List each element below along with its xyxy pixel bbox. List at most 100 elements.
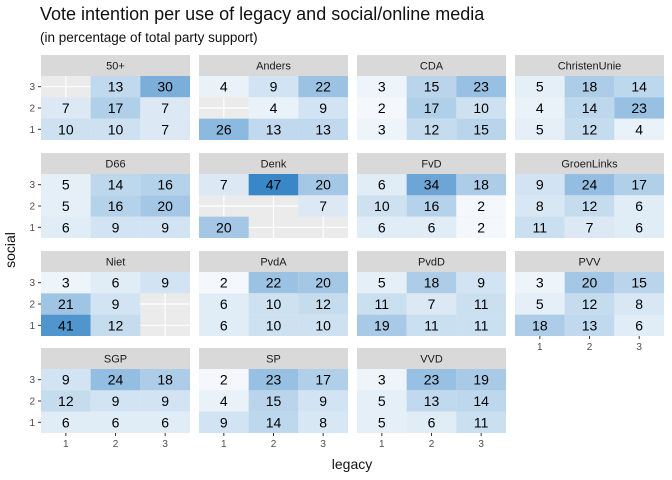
cell-value-label: 6	[635, 317, 643, 333]
cell-value-label: 9	[319, 100, 327, 116]
heatmap-cell	[248, 390, 299, 412]
cell-value-label: 3	[378, 79, 386, 95]
cell-value-label: 12	[58, 393, 74, 409]
heatmap-cell	[199, 314, 249, 336]
heatmap-cell	[90, 314, 141, 336]
heatmap-cell	[357, 97, 407, 119]
heatmap-cell	[515, 76, 565, 98]
y-tick-label: 2	[29, 397, 35, 408]
facet-strip	[357, 251, 506, 272]
heatmap-cell	[456, 390, 506, 412]
facet-strip	[41, 251, 190, 272]
heatmap-cell	[357, 293, 407, 315]
cell-value-label: 9	[270, 79, 278, 95]
facet-strip-label: FvD	[421, 159, 441, 171]
heatmap-cell	[90, 118, 141, 140]
heatmap-cell	[564, 195, 615, 217]
facet-strip-label: VVD	[420, 354, 443, 366]
cell-value-label: 4	[270, 100, 278, 116]
y-tick-label: 1	[29, 418, 35, 429]
cell-value-label: 22	[315, 79, 331, 95]
heatmap-cell	[406, 411, 457, 433]
cell-value-label: 5	[378, 393, 386, 409]
facet-strip-label: CDA	[420, 61, 444, 73]
cell-value-label: 4	[220, 393, 228, 409]
heatmap-cell	[41, 293, 91, 315]
heatmap-cell	[357, 411, 407, 433]
cell-value-label: 16	[108, 198, 124, 214]
heatmap-cell	[41, 174, 91, 196]
heatmap-cell	[41, 118, 91, 140]
cell-value-label: 9	[319, 393, 327, 409]
heatmap-cell	[248, 272, 299, 294]
heatmap-cell	[614, 216, 664, 238]
heatmap-cell	[248, 293, 299, 315]
cell-value-label: 5	[378, 275, 386, 291]
heatmap-cell	[515, 97, 565, 119]
heatmap-cell	[564, 314, 615, 336]
y-tick-label: 1	[29, 223, 35, 234]
facet-strip	[357, 348, 506, 369]
heatmap-cell	[90, 369, 141, 391]
facet-strip-label: PVV	[578, 257, 601, 269]
x-tick-label: 1	[379, 439, 385, 450]
cell-value-label: 5	[378, 414, 386, 430]
cell-value-label: 9	[112, 219, 120, 235]
heatmap-cell	[140, 216, 190, 238]
cell-value-label: 22	[266, 275, 282, 291]
cell-value-label: 6	[378, 177, 386, 193]
facet-strip-label: GroenLinks	[561, 159, 618, 171]
heatmap-cell	[41, 314, 91, 336]
facet-strip	[199, 348, 348, 369]
cell-value-label: 11	[533, 219, 548, 235]
cell-value-label: 5	[536, 296, 544, 312]
heatmap-cell	[199, 76, 249, 98]
facet-strip-label: ChristenUnie	[558, 61, 622, 73]
heatmap-cell	[90, 390, 141, 412]
heatmap-cell	[564, 97, 615, 119]
heatmap-cell	[140, 272, 190, 294]
facet-strip-label: D66	[105, 159, 125, 171]
cell-value-label: 13	[266, 121, 282, 137]
heatmap-cell	[140, 174, 190, 196]
cell-value-label: 23	[266, 372, 282, 388]
cell-value-label: 17	[108, 100, 124, 116]
cell-value-label: 2	[477, 219, 485, 235]
facet-strip-label: SGP	[104, 354, 127, 366]
heatmap-cell	[41, 369, 91, 391]
heatmap-cell	[564, 76, 615, 98]
cell-value-label: 24	[108, 372, 124, 388]
cell-value-label: 34	[424, 177, 440, 193]
heatmap-cell	[41, 272, 91, 294]
cell-value-label: 3	[378, 372, 386, 388]
cell-value-label: 10	[266, 296, 282, 312]
cell-value-label: 7	[428, 296, 436, 312]
heatmap-cell	[357, 216, 407, 238]
heatmap-cell	[140, 390, 190, 412]
heatmap-cell	[357, 118, 407, 140]
cell-value-label: 21	[58, 296, 74, 312]
cell-value-label: 17	[315, 372, 331, 388]
cell-value-label: 7	[161, 121, 169, 137]
cell-value-label: 6	[428, 219, 436, 235]
cell-value-label: 10	[374, 198, 390, 214]
heatmap-cell	[248, 314, 299, 336]
facet-strip-label: Anders	[256, 61, 291, 73]
cell-value-label: 11	[375, 296, 390, 312]
heatmap-cell	[357, 390, 407, 412]
cell-value-label: 9	[161, 275, 169, 291]
cell-value-label: 12	[582, 198, 598, 214]
heatmap-cell	[515, 174, 565, 196]
cell-value-label: 23	[424, 372, 440, 388]
cell-value-label: 3	[62, 275, 70, 291]
cell-value-label: 6	[220, 296, 228, 312]
heatmap-cell	[456, 174, 506, 196]
cell-value-label: 17	[424, 100, 440, 116]
heatmap-cell	[456, 411, 506, 433]
heatmap-cell	[614, 118, 664, 140]
heatmap-cell	[357, 272, 407, 294]
heatmap-cell	[614, 314, 664, 336]
heatmap-cell	[90, 293, 141, 315]
heatmap-cell	[406, 369, 457, 391]
facet-strip	[357, 55, 506, 76]
